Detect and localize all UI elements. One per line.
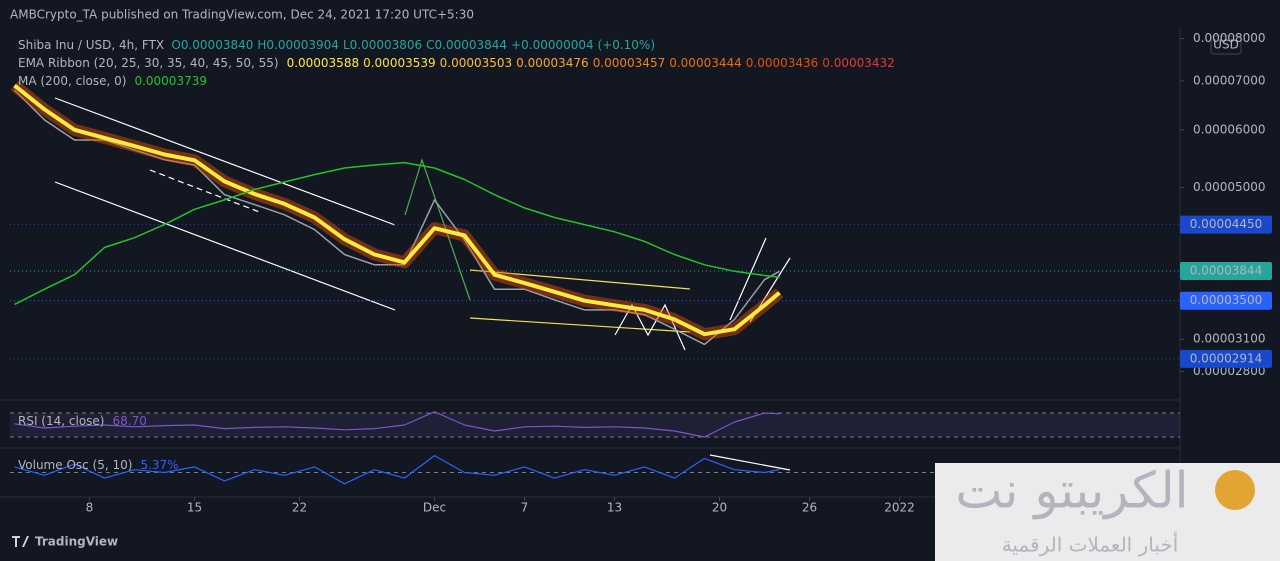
watermark-subtitle: أخبار العملات الرقمية xyxy=(1002,532,1179,557)
currency-box xyxy=(1210,35,1242,55)
legend-value: 0.00003457 xyxy=(593,56,666,70)
rsi-band xyxy=(10,413,1180,437)
pattern-line xyxy=(404,158,471,301)
tv-logo-icon xyxy=(12,536,29,547)
series-line xyxy=(13,83,781,337)
legend-value: 0.00003432 xyxy=(822,56,895,70)
watermark: الكريبتو نت أخبار العملات الرقمية xyxy=(935,462,1280,561)
legend-value: C0.00003844 xyxy=(426,38,507,52)
tv-logo: TradingView xyxy=(35,535,118,549)
x-tick-label: 20 xyxy=(712,501,727,515)
x-tick-label: 22 xyxy=(292,501,307,515)
legend-value: 0.00003436 xyxy=(746,56,819,70)
legend-value: 0.00003503 xyxy=(440,56,513,70)
wedge-line xyxy=(469,317,691,333)
x-tick-label: 26 xyxy=(802,501,817,515)
price-tag xyxy=(1180,349,1272,368)
legend-value: 5.37% xyxy=(140,458,178,472)
legend-line: EMA Ribbon (20, 25, 30, 35, 40, 45, 50, … xyxy=(18,56,895,70)
legend-name: Volume Osc (5, 10) xyxy=(18,458,132,472)
x-tick-label: Dec xyxy=(423,501,446,515)
price-tag-label: 0.00004450 xyxy=(1190,217,1263,231)
price-tag xyxy=(1180,215,1272,234)
price-tag xyxy=(1180,291,1272,310)
legend-value: 0.00003539 xyxy=(363,56,436,70)
legend-value: O0.00003840 xyxy=(171,38,253,52)
wedge-line xyxy=(469,269,691,290)
legend-value: 0.00003588 xyxy=(287,56,360,70)
price-tag-label: 0.00003844 xyxy=(1190,264,1263,278)
x-tick-label: 15 xyxy=(187,501,202,515)
y-tick-label: 0.00003100 xyxy=(1193,332,1266,346)
series-line xyxy=(14,161,780,306)
series-line xyxy=(13,89,780,346)
legend-name: Shiba Inu / USD, 4h, FTX xyxy=(18,38,164,52)
legend-value: 68.70 xyxy=(112,414,146,428)
legend-line: RSI (14, close) 68.70 xyxy=(18,414,147,428)
x-tick-label: 2022 xyxy=(884,501,915,515)
currency: USD xyxy=(1213,38,1239,52)
trend-line xyxy=(729,237,767,321)
publisher: AMBCrypto_TA published on TradingView.co… xyxy=(10,8,474,22)
y-tick-label: 0.00007000 xyxy=(1193,73,1266,87)
price-tag-label: 0.00003500 xyxy=(1190,293,1263,307)
legend-value: 0.00003739 xyxy=(134,74,207,88)
legend-name: EMA Ribbon (20, 25, 30, 35, 40, 45, 50, … xyxy=(18,56,279,70)
legend-line: MA (200, close, 0) 0.00003739 xyxy=(18,74,207,88)
legend-value: +0.00000004 (+0.10%) xyxy=(511,38,655,52)
legend-name: RSI (14, close) xyxy=(18,414,104,428)
legend-value: 0.00003444 xyxy=(669,56,742,70)
series-line xyxy=(14,411,780,438)
channel-line xyxy=(54,97,396,226)
watermark-title: الكريبتو نت xyxy=(955,462,1188,520)
trend-line xyxy=(709,454,791,471)
legend-value: 0.00003476 xyxy=(516,56,589,70)
legend-line: Shiba Inu / USD, 4h, FTX O0.00003840 H0.00… xyxy=(18,38,655,52)
x-tick-label: 7 xyxy=(521,501,529,515)
y-tick-label: 0.00008000 xyxy=(1193,31,1266,45)
legend-name: MA (200, close, 0) xyxy=(18,74,126,88)
watermark-coin xyxy=(1215,470,1255,510)
x-tick-label: 13 xyxy=(607,501,622,515)
legend-line: Volume Osc (5, 10) 5.37% xyxy=(18,458,179,472)
legend-value: H0.00003904 xyxy=(257,38,339,52)
price-tag-label: 0.00002914 xyxy=(1190,351,1263,365)
price-tag xyxy=(1180,262,1272,281)
y-tick-label: 0.00006000 xyxy=(1193,122,1266,136)
y-tick-label: 0.00005000 xyxy=(1193,180,1266,194)
x-tick-label: 8 xyxy=(86,501,94,515)
channel-line xyxy=(54,181,396,311)
series-line xyxy=(14,455,780,485)
legend-value: L0.00003806 xyxy=(343,38,422,52)
